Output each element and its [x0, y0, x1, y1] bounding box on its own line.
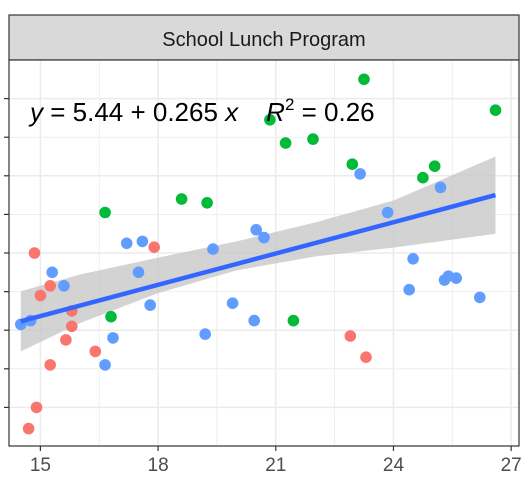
data-point-red	[60, 334, 72, 346]
data-point-green	[358, 73, 370, 86]
data-point-red	[66, 320, 78, 333]
data-point-blue	[58, 280, 70, 292]
regression-fit-line	[20, 192, 497, 324]
data-point-blue	[46, 266, 58, 279]
data-point-green	[99, 206, 111, 219]
data-point-blue	[207, 243, 219, 255]
data-point-green	[175, 193, 188, 205]
x-tick-label: 21	[265, 455, 286, 476]
data-points	[14, 73, 502, 435]
data-point-green	[279, 137, 292, 149]
x-axis: 15 18 21 24 27	[4, 97, 522, 476]
data-point-blue	[474, 291, 486, 304]
data-point-red	[22, 422, 35, 435]
fit-line-layer	[20, 192, 497, 324]
x-tick-label: 18	[148, 455, 169, 476]
x-tick-label: 24	[383, 455, 405, 476]
data-point-blue	[354, 168, 366, 180]
data-point-red	[44, 359, 56, 371]
regression-equation: y = 5.44 + 0.265 x R2 = 0.26	[28, 95, 375, 127]
data-point-red	[30, 401, 43, 414]
data-point-blue	[226, 297, 239, 310]
data-point-green	[264, 114, 276, 126]
data-point-green	[346, 158, 359, 170]
data-point-green	[428, 160, 441, 172]
data-point-blue	[120, 237, 133, 250]
data-point-blue	[99, 359, 111, 371]
data-point-red	[148, 241, 160, 253]
data-point-red	[360, 351, 372, 364]
data-point-green	[201, 197, 213, 209]
data-point-blue	[381, 206, 394, 219]
eq-coefficients: = 5.44 + 0.265	[43, 97, 225, 127]
data-point-blue	[403, 283, 416, 296]
data-point-blue	[199, 328, 211, 340]
data-point-blue	[450, 272, 463, 284]
data-point-blue	[107, 332, 119, 344]
eq-x-var: x	[223, 97, 239, 127]
eq-r-symbol: R	[266, 97, 285, 127]
data-point-red	[28, 247, 41, 259]
data-point-red	[344, 330, 357, 342]
data-point-red	[44, 280, 56, 292]
data-point-blue	[407, 252, 419, 265]
x-tick-label: 27	[501, 455, 522, 476]
facet-label: School Lunch Program	[162, 29, 365, 51]
confidence-ribbon	[20, 156, 496, 352]
data-point-blue	[250, 224, 262, 236]
eq-y-var: y	[28, 97, 45, 127]
data-point-blue	[248, 314, 260, 327]
data-point-red	[89, 345, 102, 358]
data-point-blue	[258, 231, 270, 244]
data-point-blue	[132, 266, 145, 279]
confidence-ribbon-layer	[20, 156, 496, 352]
data-point-green	[105, 310, 117, 323]
eq-r-exponent: 2	[285, 95, 294, 114]
data-point-green	[307, 133, 319, 145]
data-point-green	[417, 171, 429, 184]
facet-strip	[8, 14, 520, 61]
data-point-red	[34, 289, 47, 302]
x-tick-label: 15	[30, 455, 51, 476]
data-point-blue	[136, 235, 149, 248]
data-point-blue	[144, 299, 156, 311]
eq-r-value: = 0.26	[294, 97, 374, 127]
data-point-green	[287, 314, 300, 327]
data-point-blue	[434, 181, 447, 194]
data-point-green	[489, 104, 502, 116]
